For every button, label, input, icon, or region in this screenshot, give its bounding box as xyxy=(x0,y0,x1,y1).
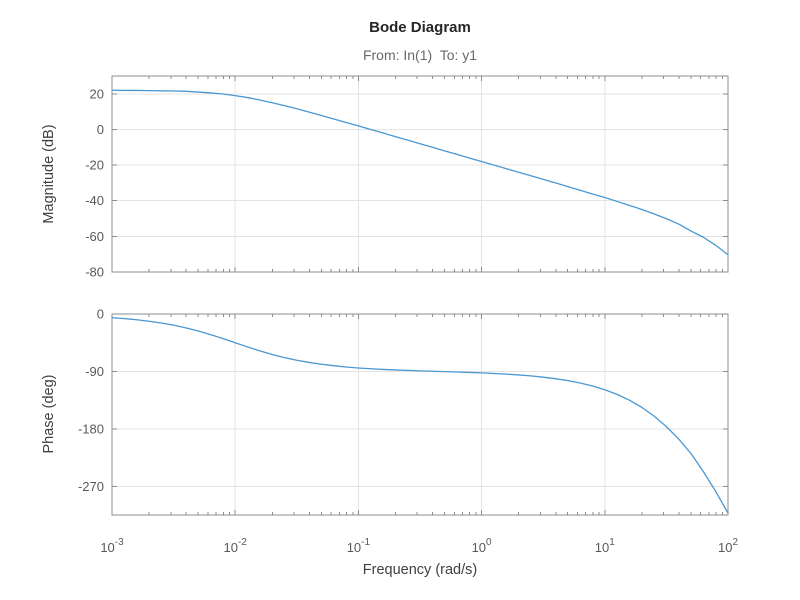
y-tick-label: 0 xyxy=(97,122,104,137)
phase-subplot: 0 -90 -180 -270 10-3 10-2 10-1 100 101 102 xyxy=(78,307,738,556)
y-tick-label: -40 xyxy=(85,193,104,208)
phase-curve xyxy=(111,316,729,514)
y-tick-label: 0 xyxy=(97,307,104,322)
x-tick-label: 101 xyxy=(595,537,615,555)
y-tick-label: -60 xyxy=(85,229,104,244)
x-tick-labels: 10-3 10-2 10-1 100 101 102 xyxy=(100,537,738,555)
y-tick-label: -270 xyxy=(78,479,104,494)
x-tick-label: 102 xyxy=(718,537,738,555)
magnitude-ytick-labels: 20 0 -20 -40 -60 -80 xyxy=(85,86,104,279)
y-tick-label: -80 xyxy=(85,265,104,280)
x-tick-label: 10-3 xyxy=(100,537,124,555)
y-tick-label: -180 xyxy=(78,421,104,436)
phase-ytick-labels: 0 -90 -180 -270 xyxy=(78,307,104,494)
phase-axes-box xyxy=(111,313,729,516)
chart-title: Bode Diagram xyxy=(369,19,471,36)
magnitude-subplot: 20 0 -20 -40 -60 -80 xyxy=(85,75,729,280)
y-tick-label: -20 xyxy=(85,158,104,173)
magnitude-axes-box xyxy=(111,75,729,273)
phase-axis-label: Phase (deg) xyxy=(41,374,57,454)
chart-subtitle: From: In(1) To: y1 xyxy=(362,47,478,63)
frequency-axis-label: Frequency (rad/s) xyxy=(362,562,478,578)
magnitude-grid xyxy=(112,76,728,272)
phase-grid xyxy=(112,314,728,515)
magnitude-curve xyxy=(111,89,729,256)
y-tick-label: -90 xyxy=(85,364,104,379)
magnitude-ticks xyxy=(111,76,729,273)
x-tick-label: 100 xyxy=(472,537,492,555)
y-tick-label: 20 xyxy=(90,86,104,101)
x-tick-label: 10-2 xyxy=(224,537,248,555)
phase-ticks xyxy=(111,313,729,515)
x-tick-label: 10-1 xyxy=(347,537,371,555)
